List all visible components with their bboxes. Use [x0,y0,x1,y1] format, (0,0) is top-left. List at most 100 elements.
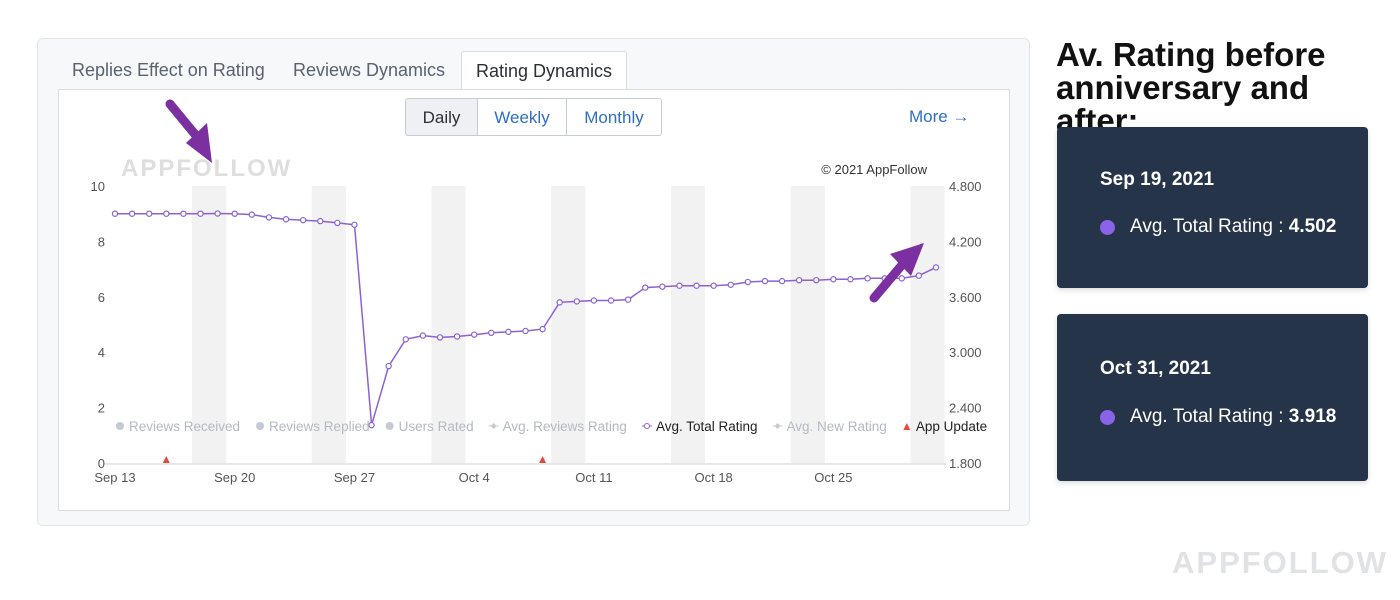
data-point [881,275,888,282]
info-rating: Avg. Total Rating : 4.502 [1130,216,1337,237]
data-point [590,297,598,304]
data-point [642,284,649,291]
y-right-tick-label: 1.800 [949,456,982,471]
data-point [761,277,769,285]
period-daily-button[interactable]: Daily [405,98,478,136]
chart-copyright: © 2021 AppFollow [821,162,927,177]
legend-label: Reviews Received [129,419,240,434]
tab-rating-dynamics[interactable]: Rating Dynamics [461,51,628,91]
data-point [317,217,324,225]
legend-triangle-icon [903,423,911,430]
weekend-band [191,186,227,463]
data-point [453,333,461,340]
y-right-tick-label: 3.000 [949,345,982,360]
chart-card: Daily Weekly Monthly More → APPFOLLOW © … [58,89,1010,511]
data-point [710,282,717,289]
x-tick-label: Oct 4 [459,470,490,485]
data-point [163,210,170,217]
data-point [299,216,307,224]
data-point [573,298,581,305]
data-point [556,299,563,306]
data-point [607,297,615,304]
data-point [436,334,444,341]
period-monthly-button[interactable]: Monthly [566,98,662,136]
data-point [505,328,512,336]
weekend-band [311,186,346,463]
data-point [744,278,752,286]
data-point [659,283,666,290]
x-tick-label: Oct 18 [694,470,732,485]
weekend-band [790,186,825,463]
legend-item: Users Rated [385,419,474,434]
legend-diamond-icon [490,423,497,429]
period-weekly-button[interactable]: Weekly [477,98,567,136]
data-point [915,272,923,279]
weekend-band [910,186,945,463]
data-point [676,282,683,289]
weekend-band [431,186,466,463]
data-point [197,210,204,217]
y-right-tick-label: 3.600 [949,290,982,305]
y-left-tick-label: 2 [98,401,105,416]
y-right-tick-label: 2.400 [949,401,982,416]
legend-label: Reviews Replied [269,419,370,434]
x-tick-label: Sep 13 [94,470,135,485]
info-date: Oct 31, 2021 [1100,358,1211,379]
y-axis-right: 1.800 2.400 3.000 3.600 4.200 4.800 [949,179,982,471]
rating-line-chart: APPFOLLOW © 2021 AppFollow 0 2 4 6 8 10 1.800… [91,155,988,485]
data-point [522,327,529,335]
y-left-tick-label: 4 [98,345,105,360]
app-update-marker [162,456,170,463]
y-axis-left: 0 2 4 6 8 10 [91,179,105,471]
y-right-tick-label: 4.800 [949,179,982,194]
chart-watermark: APPFOLLOW [121,155,292,182]
data-point [385,362,392,370]
legend-label: Avg. Total Rating [656,419,758,434]
data-point [111,210,119,217]
legend-diamond-icon [774,423,781,429]
data-point [214,210,221,217]
data-point [795,276,803,284]
data-point [351,221,358,228]
info-rating: Avg. Total Rating : 3.918 [1130,406,1337,427]
app-update-markers [162,456,547,463]
data-point [402,336,409,343]
legend-label: Avg. Reviews Rating [503,419,627,434]
data-point [539,325,546,333]
more-link[interactable]: More → [909,107,970,126]
y-left-tick-label: 0 [98,456,105,471]
info-card-after: Oct 31, 2021 Avg. Total Rating : 3.918 [1057,314,1368,481]
data-point [488,329,495,337]
legend-item: Reviews Replied [256,419,370,434]
data-point [248,211,256,218]
legend-item: Avg. New Rating [772,419,887,434]
tab-reviews-dynamics[interactable]: Reviews Dynamics [293,60,446,80]
data-point [898,275,905,282]
tab-replies-effect[interactable]: Replies Effect on Rating [72,60,265,80]
y-left-tick-label: 10 [91,179,105,194]
data-point [282,216,290,223]
info-date: Sep 19, 2021 [1100,169,1215,190]
data-point [693,282,700,289]
data-point [368,421,375,429]
y-left-tick-label: 6 [98,290,105,305]
x-tick-label: Oct 11 [575,470,612,485]
brand-watermark: APPFOLLOW [1172,545,1389,580]
data-point [334,219,341,227]
data-point [727,281,734,288]
legend-label: App Update [916,419,987,434]
rating-dynamics-panel: Replies Effect on Rating Reviews Dynamic… [37,38,1030,526]
data-point [864,275,871,282]
legend-label: Avg. New Rating [787,419,887,434]
x-tick-label: Sep 27 [334,470,375,485]
data-point [128,210,136,217]
data-point [778,277,786,285]
x-tick-label: Oct 25 [814,470,852,485]
data-point [932,264,940,271]
x-tick-label: Sep 20 [214,470,255,485]
series-dot-icon [1100,410,1115,425]
legend-label: Users Rated [399,419,474,434]
data-point [470,331,478,338]
weekend-bands [191,186,945,463]
app-update-marker [539,456,547,463]
